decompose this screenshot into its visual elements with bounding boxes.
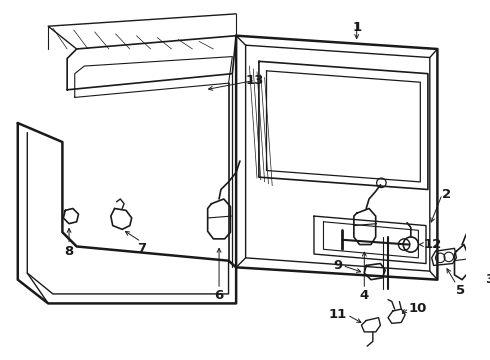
Text: 11: 11 — [329, 308, 347, 321]
Text: 8: 8 — [64, 244, 74, 257]
Text: 10: 10 — [409, 302, 427, 315]
Text: 7: 7 — [137, 242, 146, 255]
Text: 4: 4 — [360, 289, 369, 302]
Text: 1: 1 — [352, 21, 361, 33]
Text: 12: 12 — [423, 238, 441, 251]
Text: 5: 5 — [456, 284, 465, 297]
Text: 3: 3 — [485, 273, 490, 286]
Text: 2: 2 — [442, 188, 451, 201]
Text: 13: 13 — [246, 74, 264, 87]
Text: 9: 9 — [333, 259, 343, 272]
Text: 6: 6 — [215, 289, 223, 302]
